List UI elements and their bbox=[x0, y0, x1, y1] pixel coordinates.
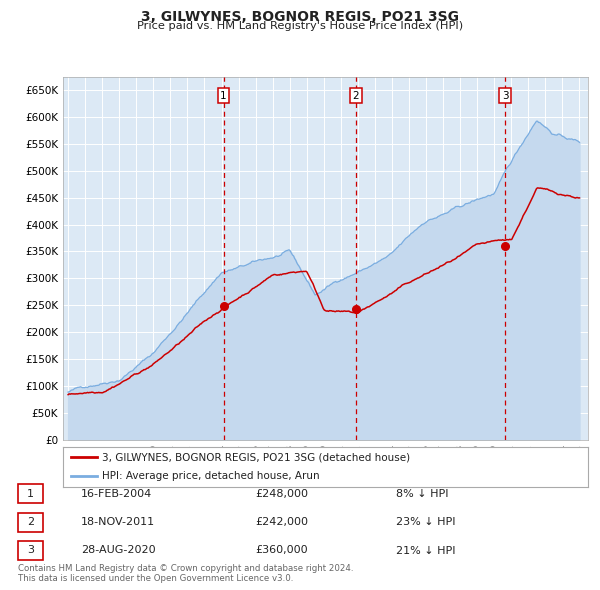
Text: 3, GILWYNES, BOGNOR REGIS, PO21 3SG (detached house): 3, GILWYNES, BOGNOR REGIS, PO21 3SG (det… bbox=[103, 453, 410, 463]
Text: £360,000: £360,000 bbox=[256, 546, 308, 555]
Text: 1: 1 bbox=[220, 90, 227, 100]
Text: 8% ↓ HPI: 8% ↓ HPI bbox=[396, 489, 449, 499]
Text: HPI: Average price, detached house, Arun: HPI: Average price, detached house, Arun bbox=[103, 471, 320, 481]
Text: 23% ↓ HPI: 23% ↓ HPI bbox=[396, 517, 455, 527]
Text: 3: 3 bbox=[27, 546, 34, 555]
Text: 1: 1 bbox=[27, 489, 34, 499]
Text: £242,000: £242,000 bbox=[256, 517, 308, 527]
Text: 18-NOV-2011: 18-NOV-2011 bbox=[81, 517, 155, 527]
Text: 2: 2 bbox=[353, 90, 359, 100]
Text: 3, GILWYNES, BOGNOR REGIS, PO21 3SG: 3, GILWYNES, BOGNOR REGIS, PO21 3SG bbox=[141, 10, 459, 24]
Text: 21% ↓ HPI: 21% ↓ HPI bbox=[396, 546, 455, 555]
Text: £248,000: £248,000 bbox=[256, 489, 308, 499]
Text: 3: 3 bbox=[502, 90, 509, 100]
Text: 28-AUG-2020: 28-AUG-2020 bbox=[81, 546, 155, 555]
Text: 16-FEB-2004: 16-FEB-2004 bbox=[81, 489, 152, 499]
Text: Contains HM Land Registry data © Crown copyright and database right 2024.
This d: Contains HM Land Registry data © Crown c… bbox=[18, 563, 353, 583]
Text: Price paid vs. HM Land Registry's House Price Index (HPI): Price paid vs. HM Land Registry's House … bbox=[137, 21, 463, 31]
Text: 2: 2 bbox=[27, 517, 34, 527]
